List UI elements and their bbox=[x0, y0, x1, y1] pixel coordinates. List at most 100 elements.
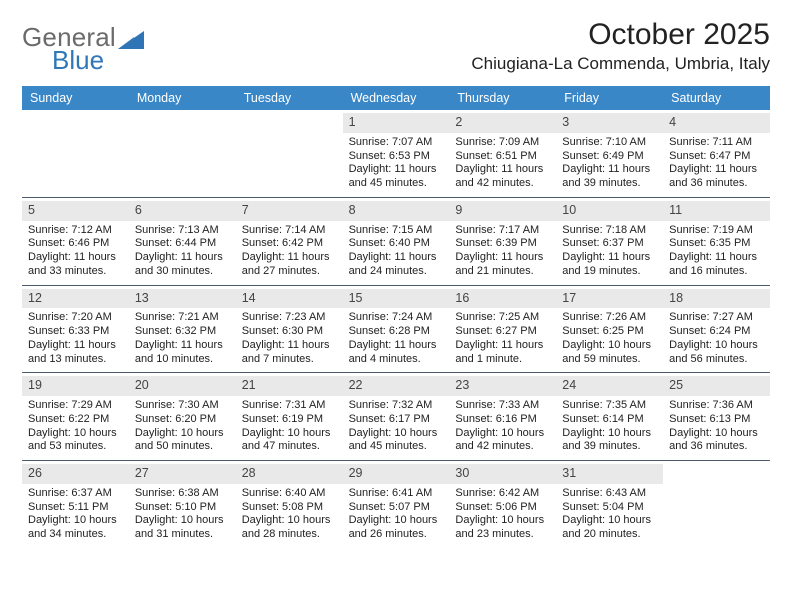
sunset-text: Sunset: 6:30 PM bbox=[242, 325, 337, 339]
sunrise-text: Sunrise: 6:42 AM bbox=[455, 487, 550, 501]
sunrise-text: Sunrise: 7:13 AM bbox=[135, 224, 230, 238]
calendar-cell: 25Sunrise: 7:36 AMSunset: 6:13 PMDayligh… bbox=[663, 373, 770, 460]
daynum-row: 14 bbox=[236, 289, 343, 309]
calendar-cell bbox=[663, 461, 770, 548]
calendar-cell: 10Sunrise: 7:18 AMSunset: 6:37 PMDayligh… bbox=[556, 198, 663, 285]
sunset-text: Sunset: 6:33 PM bbox=[28, 325, 123, 339]
day-number: 20 bbox=[135, 378, 149, 392]
daylight-text: Daylight: 11 hours and 21 minutes. bbox=[455, 251, 550, 279]
daylight-text: Daylight: 11 hours and 1 minute. bbox=[455, 339, 550, 367]
daynum-row: 1 bbox=[343, 113, 450, 133]
location: Chiugiana-La Commenda, Umbria, Italy bbox=[471, 54, 770, 74]
calendar-cell: 7Sunrise: 7:14 AMSunset: 6:42 PMDaylight… bbox=[236, 198, 343, 285]
sunset-text: Sunset: 5:08 PM bbox=[242, 501, 337, 515]
daylight-text: Daylight: 11 hours and 42 minutes. bbox=[455, 163, 550, 191]
calendar-cell: 13Sunrise: 7:21 AMSunset: 6:32 PMDayligh… bbox=[129, 286, 236, 373]
daylight-text: Daylight: 11 hours and 7 minutes. bbox=[242, 339, 337, 367]
day-number: 22 bbox=[349, 378, 363, 392]
calendar-cell: 15Sunrise: 7:24 AMSunset: 6:28 PMDayligh… bbox=[343, 286, 450, 373]
day-header-cell: Friday bbox=[556, 86, 663, 110]
day-number: 8 bbox=[349, 203, 356, 217]
daylight-text: Daylight: 10 hours and 50 minutes. bbox=[135, 427, 230, 455]
day-number: 11 bbox=[669, 203, 682, 217]
day-number: 3 bbox=[562, 115, 569, 129]
daynum-row: 8 bbox=[343, 201, 450, 221]
sunrise-text: Sunrise: 7:18 AM bbox=[562, 224, 657, 238]
calendar-cell: 24Sunrise: 7:35 AMSunset: 6:14 PMDayligh… bbox=[556, 373, 663, 460]
calendar-cell: 12Sunrise: 7:20 AMSunset: 6:33 PMDayligh… bbox=[22, 286, 129, 373]
sunrise-text: Sunrise: 7:27 AM bbox=[669, 311, 764, 325]
daynum-row: 3 bbox=[556, 113, 663, 133]
sunrise-text: Sunrise: 7:32 AM bbox=[349, 399, 444, 413]
sunset-text: Sunset: 6:37 PM bbox=[562, 237, 657, 251]
sunrise-text: Sunrise: 6:43 AM bbox=[562, 487, 657, 501]
daylight-text: Daylight: 11 hours and 33 minutes. bbox=[28, 251, 123, 279]
sunset-text: Sunset: 6:53 PM bbox=[349, 150, 444, 164]
sunrise-text: Sunrise: 7:11 AM bbox=[669, 136, 764, 150]
sunrise-text: Sunrise: 7:12 AM bbox=[28, 224, 123, 238]
day-number: 18 bbox=[669, 291, 683, 305]
daylight-text: Daylight: 10 hours and 53 minutes. bbox=[28, 427, 123, 455]
day-number: 24 bbox=[562, 378, 576, 392]
daynum-row: 23 bbox=[449, 376, 556, 396]
sunset-text: Sunset: 6:44 PM bbox=[135, 237, 230, 251]
daynum-row: 6 bbox=[129, 201, 236, 221]
calendar-cell: 19Sunrise: 7:29 AMSunset: 6:22 PMDayligh… bbox=[22, 373, 129, 460]
triangle-icon bbox=[118, 27, 144, 49]
calendar-cell: 5Sunrise: 7:12 AMSunset: 6:46 PMDaylight… bbox=[22, 198, 129, 285]
calendar-cell: 30Sunrise: 6:42 AMSunset: 5:06 PMDayligh… bbox=[449, 461, 556, 548]
daynum-row: 15 bbox=[343, 289, 450, 309]
daylight-text: Daylight: 10 hours and 20 minutes. bbox=[562, 514, 657, 542]
daylight-text: Daylight: 10 hours and 56 minutes. bbox=[669, 339, 764, 367]
sunrise-text: Sunrise: 6:40 AM bbox=[242, 487, 337, 501]
daylight-text: Daylight: 10 hours and 34 minutes. bbox=[28, 514, 123, 542]
sunset-text: Sunset: 6:27 PM bbox=[455, 325, 550, 339]
sunrise-text: Sunrise: 6:41 AM bbox=[349, 487, 444, 501]
sunset-text: Sunset: 6:32 PM bbox=[135, 325, 230, 339]
daynum-row: 16 bbox=[449, 289, 556, 309]
day-header-cell: Tuesday bbox=[236, 86, 343, 110]
sunset-text: Sunset: 6:28 PM bbox=[349, 325, 444, 339]
daynum-row: 24 bbox=[556, 376, 663, 396]
logo-word2: Blue bbox=[52, 45, 144, 76]
daylight-text: Daylight: 11 hours and 4 minutes. bbox=[349, 339, 444, 367]
daylight-text: Daylight: 10 hours and 39 minutes. bbox=[562, 427, 657, 455]
calendar-week: 5Sunrise: 7:12 AMSunset: 6:46 PMDaylight… bbox=[22, 197, 770, 285]
day-number: 12 bbox=[28, 291, 42, 305]
day-number: 2 bbox=[455, 115, 462, 129]
daynum-row: 19 bbox=[22, 376, 129, 396]
sunset-text: Sunset: 5:07 PM bbox=[349, 501, 444, 515]
day-number: 9 bbox=[455, 203, 462, 217]
day-header-cell: Saturday bbox=[663, 86, 770, 110]
sunset-text: Sunset: 6:13 PM bbox=[669, 413, 764, 427]
daynum-row: 2 bbox=[449, 113, 556, 133]
header-row: General Blue October 2025 Chiugiana-La C… bbox=[22, 18, 770, 76]
calendar-cell bbox=[129, 110, 236, 197]
sunrise-text: Sunrise: 7:14 AM bbox=[242, 224, 337, 238]
sunrise-text: Sunrise: 7:07 AM bbox=[349, 136, 444, 150]
daynum-row: 25 bbox=[663, 376, 770, 396]
sunrise-text: Sunrise: 6:38 AM bbox=[135, 487, 230, 501]
daylight-text: Daylight: 11 hours and 13 minutes. bbox=[28, 339, 123, 367]
sunrise-text: Sunrise: 7:31 AM bbox=[242, 399, 337, 413]
day-number: 15 bbox=[349, 291, 363, 305]
sunset-text: Sunset: 6:17 PM bbox=[349, 413, 444, 427]
sunrise-text: Sunrise: 7:30 AM bbox=[135, 399, 230, 413]
month-title: October 2025 bbox=[471, 18, 770, 52]
calendar-cell: 16Sunrise: 7:25 AMSunset: 6:27 PMDayligh… bbox=[449, 286, 556, 373]
logo: General Blue bbox=[22, 22, 144, 76]
sunset-text: Sunset: 6:39 PM bbox=[455, 237, 550, 251]
day-header-cell: Sunday bbox=[22, 86, 129, 110]
daynum-row: 22 bbox=[343, 376, 450, 396]
sunrise-text: Sunrise: 7:29 AM bbox=[28, 399, 123, 413]
daynum-row: 31 bbox=[556, 464, 663, 484]
daylight-text: Daylight: 11 hours and 39 minutes. bbox=[562, 163, 657, 191]
calendar-week: 19Sunrise: 7:29 AMSunset: 6:22 PMDayligh… bbox=[22, 372, 770, 460]
daylight-text: Daylight: 11 hours and 24 minutes. bbox=[349, 251, 444, 279]
sunrise-text: Sunrise: 7:10 AM bbox=[562, 136, 657, 150]
daylight-text: Daylight: 10 hours and 36 minutes. bbox=[669, 427, 764, 455]
calendar-cell: 8Sunrise: 7:15 AMSunset: 6:40 PMDaylight… bbox=[343, 198, 450, 285]
day-number: 31 bbox=[562, 466, 576, 480]
daynum-row: 18 bbox=[663, 289, 770, 309]
daynum-row: 26 bbox=[22, 464, 129, 484]
